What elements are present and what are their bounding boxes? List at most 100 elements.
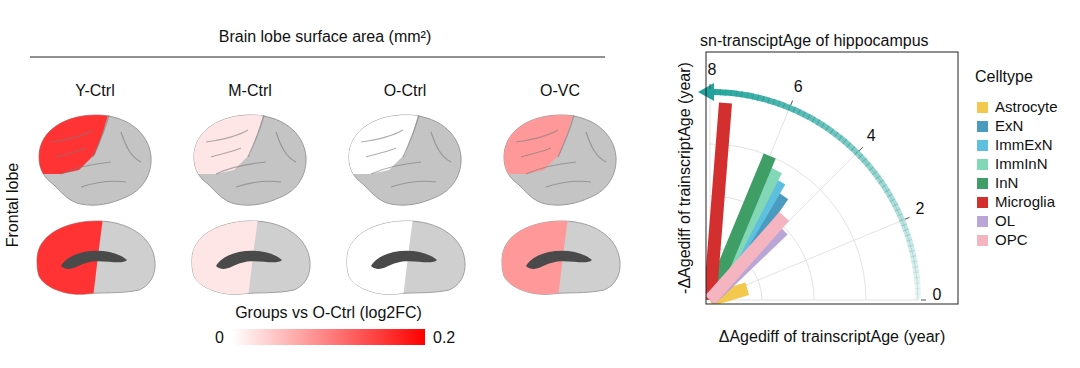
legend-swatch xyxy=(977,216,988,227)
legend-swatch xyxy=(977,102,988,113)
bars xyxy=(706,103,789,305)
group-label: Y-Ctrl xyxy=(75,82,114,99)
figure-root: Brain lobe surface area (mm²) Frontal lob… xyxy=(0,0,1080,368)
sulcus xyxy=(81,181,126,187)
corpus-callosum xyxy=(371,251,437,269)
tick-label: 0 xyxy=(933,286,942,303)
frontal-clip xyxy=(194,115,306,205)
plot-frame xyxy=(706,52,958,304)
brain-lateral xyxy=(504,115,616,205)
tick xyxy=(921,300,926,301)
colorbar xyxy=(232,329,425,345)
sulcus xyxy=(526,162,576,174)
brain-outline xyxy=(504,115,616,205)
legend-swatch xyxy=(977,197,988,208)
sulcus xyxy=(93,115,109,157)
sulcus xyxy=(56,148,86,157)
sulcus xyxy=(211,148,241,157)
frontal-region xyxy=(39,115,151,205)
sulcus xyxy=(371,162,421,174)
frontal-region xyxy=(502,221,620,294)
brain-medial xyxy=(37,221,155,294)
legend-label: Astrocyte xyxy=(995,98,1058,115)
brain-outline xyxy=(194,115,306,205)
bar xyxy=(706,212,789,304)
brain-outline xyxy=(349,115,461,205)
legend-label: OPC xyxy=(995,231,1028,248)
sulcus xyxy=(546,181,591,187)
frontal-clip xyxy=(347,221,465,294)
legend-swatch xyxy=(977,140,988,151)
title-rule xyxy=(30,57,605,58)
row-label: Frontal lobe xyxy=(4,163,21,248)
sulcus xyxy=(366,148,396,157)
brain-medial xyxy=(192,221,310,294)
sulcus xyxy=(61,162,111,174)
legend-label: InN xyxy=(995,174,1018,191)
frontal-region xyxy=(347,221,465,294)
legend-label: ImmInN xyxy=(995,155,1048,172)
group-label: O-VC xyxy=(540,82,580,99)
frontal-region xyxy=(194,115,306,205)
corpus-callosum xyxy=(526,251,592,269)
frontal-clip xyxy=(37,221,155,294)
legend-label: OL xyxy=(995,212,1015,229)
y-axis-label: -ΔAgediff of trainscriptAge (year) xyxy=(676,62,693,294)
brain-outline xyxy=(192,221,310,294)
legend-swatch xyxy=(977,235,988,246)
frontal-region xyxy=(37,221,155,294)
group-label: M-Ctrl xyxy=(228,82,272,99)
polar-panel: sn-transciptAge of hippocampus02468ΔAged… xyxy=(676,32,958,345)
brain-outline xyxy=(39,115,151,205)
legend-swatch xyxy=(977,159,988,170)
sulcus xyxy=(121,132,141,162)
colorbar-label: Groups vs O-Ctrl (log2FC) xyxy=(235,304,422,321)
sulcus xyxy=(51,130,93,142)
legend-swatch xyxy=(977,121,988,132)
sulcus xyxy=(206,130,248,142)
tick-label: 4 xyxy=(867,127,876,144)
tick-label: 8 xyxy=(708,61,717,78)
tick-label: 2 xyxy=(915,200,924,217)
sulcus xyxy=(361,130,403,142)
legend: Celltype Astrocyte ExN ImmExN ImmInN InN Micro… xyxy=(975,68,1058,248)
legend-label: Microglia xyxy=(995,193,1056,210)
frontal-clip xyxy=(349,115,461,205)
legend-label: ExN xyxy=(995,117,1023,134)
corpus-callosum xyxy=(216,251,282,269)
colorbar-tick xyxy=(425,329,426,345)
panel-title: Brain lobe surface area (mm²) xyxy=(219,28,432,45)
tick xyxy=(905,217,910,219)
corpus-callosum xyxy=(61,251,127,269)
brain-lateral xyxy=(194,115,306,205)
tick-label: 6 xyxy=(794,78,803,95)
sulcus xyxy=(216,162,266,174)
brain-lateral xyxy=(349,115,461,205)
brain-panel: Brain lobe surface area (mm²) Frontal lob… xyxy=(4,28,620,346)
colorbar-tick xyxy=(232,329,233,345)
frontal-clip xyxy=(39,115,151,205)
sulcus xyxy=(516,130,558,142)
sulcus xyxy=(431,132,451,162)
brain-outline xyxy=(502,221,620,294)
frontal-clip xyxy=(504,115,616,205)
frontal-region xyxy=(349,115,461,205)
sulcus xyxy=(276,132,296,162)
sulcus xyxy=(521,148,551,157)
x-axis-label: ΔAgediff of trainscriptAge (year) xyxy=(719,328,946,345)
colorbar-tick-label: 0.2 xyxy=(433,329,455,346)
frontal-clip xyxy=(502,221,620,294)
legend-title: Celltype xyxy=(975,68,1033,85)
brain-medial xyxy=(502,221,620,294)
group-label: O-Ctrl xyxy=(384,82,427,99)
sulcus xyxy=(248,115,264,157)
brain-outline xyxy=(347,221,465,294)
sulcus xyxy=(403,115,419,157)
sulcus xyxy=(586,132,606,162)
frontal-region xyxy=(192,221,310,294)
brain-outline xyxy=(37,221,155,294)
figure: Brain lobe surface area (mm²) Frontal lob… xyxy=(0,0,1080,368)
tick xyxy=(791,100,793,105)
brain-medial xyxy=(347,221,465,294)
legend-label: ImmExN xyxy=(995,136,1053,153)
